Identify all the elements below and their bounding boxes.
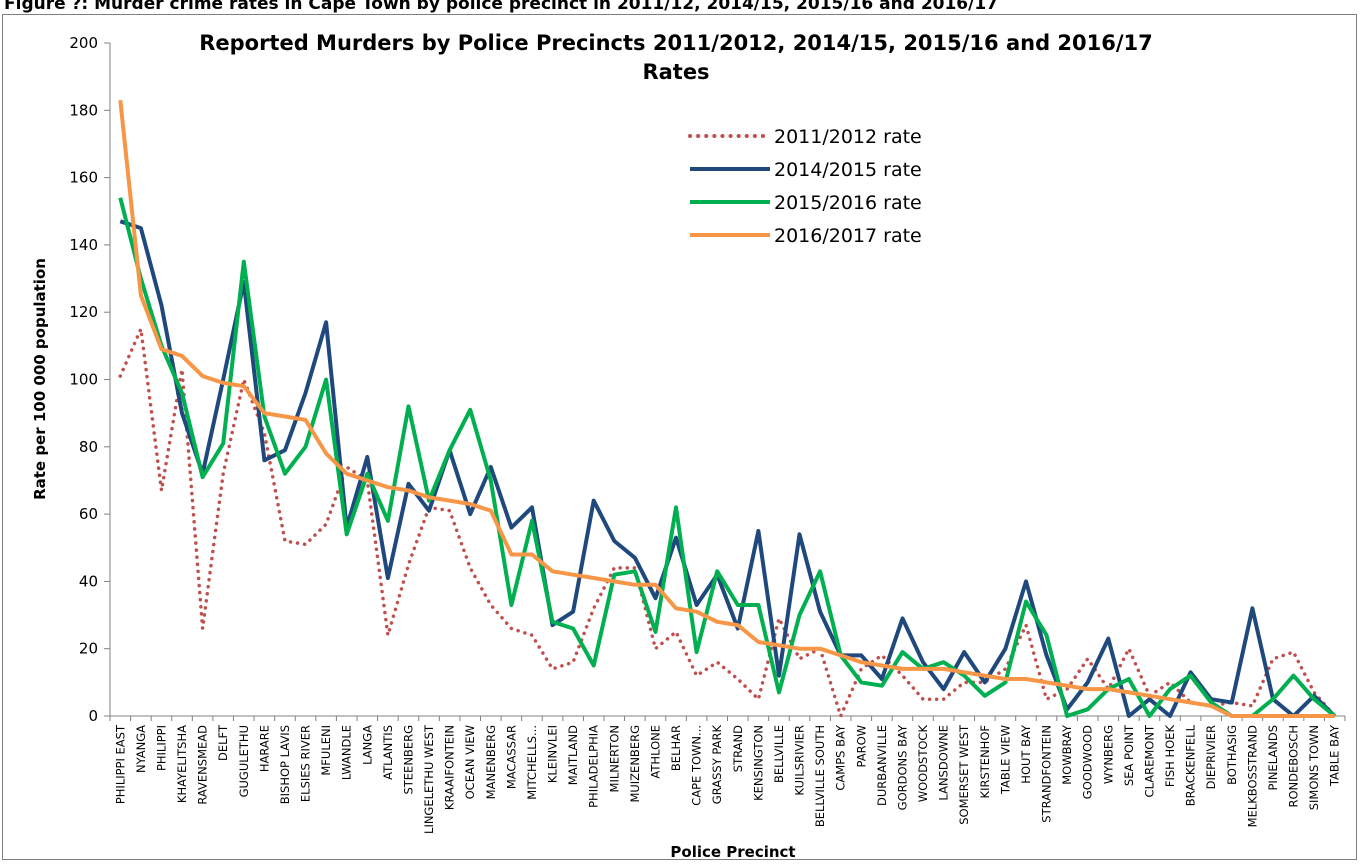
x-tick-label: TABLE BAY bbox=[1328, 724, 1342, 787]
x-tick-label: RONDEBOSCH bbox=[1287, 725, 1301, 807]
x-tick-label: BRACKENFELL bbox=[1184, 724, 1198, 806]
y-tick-label: 180 bbox=[69, 101, 98, 119]
x-tick-label: BISHOP LAVIS bbox=[278, 725, 292, 804]
x-tick-label: PHILIPPI EAST bbox=[113, 724, 127, 804]
x-tick-label: KUILSRIVIER bbox=[793, 725, 807, 796]
y-tick-label: 140 bbox=[69, 236, 98, 254]
x-tick-label: HOUT BAY bbox=[1019, 724, 1033, 784]
x-tick-label: DIEPRIVIER bbox=[1204, 725, 1218, 789]
x-tick-label: GOODWOOD bbox=[1081, 725, 1095, 799]
x-axis-label: Police Precinct bbox=[670, 843, 795, 861]
x-tick-label: MAITLAND bbox=[566, 725, 580, 785]
x-tick-label: PHILIPPI bbox=[154, 725, 168, 771]
x-tick-label: LWANDLE bbox=[340, 725, 354, 780]
y-tick-label: 40 bbox=[79, 572, 98, 590]
x-tick-label: LINGELETHU WEST bbox=[422, 724, 436, 834]
x-tick-label: CAPE TOWN... bbox=[690, 725, 704, 806]
x-tick-label: ATHLONE bbox=[648, 725, 662, 779]
x-tick-label: MOWBRAY bbox=[1060, 724, 1074, 785]
x-tick-label: GUGULETHU bbox=[237, 725, 251, 797]
legend-label: 2015/2016 rate bbox=[774, 192, 922, 214]
x-tick-label: FISH HOEK bbox=[1163, 725, 1177, 788]
x-tick-label: BELHAR bbox=[669, 725, 683, 771]
chart-subtitle: Rates bbox=[642, 60, 709, 84]
y-tick-label: 60 bbox=[79, 505, 98, 523]
series-line bbox=[118, 327, 1337, 718]
x-tick-label: GORDONS BAY bbox=[895, 724, 909, 810]
legend-label: 2014/2015 rate bbox=[774, 159, 922, 181]
x-tick-label: SIMONS TOWN bbox=[1307, 725, 1321, 810]
x-tick-label: MILNERTON bbox=[607, 725, 621, 792]
x-tick-label: STRAND bbox=[731, 725, 745, 772]
y-tick-label: 80 bbox=[79, 438, 98, 456]
y-tick-label: 0 bbox=[88, 707, 98, 725]
y-tick-label: 160 bbox=[69, 169, 98, 187]
x-tick-label: ELSIES RIVER bbox=[299, 725, 313, 802]
x-tick-label: LANSDOWNE bbox=[937, 725, 951, 801]
axes: 0 20 40 60 80 100 120 140 160 180 200 PHILIPPI EAST… bbox=[69, 34, 1346, 834]
x-tick-label: KRAAIFONTEIN bbox=[443, 725, 457, 810]
x-tick-label: STEENBERG bbox=[401, 725, 415, 795]
x-tick-label: PAROW bbox=[854, 725, 868, 767]
x-tick-label: DELFT bbox=[216, 724, 230, 761]
x-tick-label: MELKBOSSTRAND bbox=[1245, 725, 1259, 827]
y-tick-label: 20 bbox=[79, 640, 98, 658]
plot-area bbox=[118, 99, 1337, 718]
y-tick-label: 120 bbox=[69, 303, 98, 321]
chart-title: Reported Murders by Police Precincts 201… bbox=[199, 31, 1153, 55]
x-tick-label: ATLANTIS bbox=[381, 725, 395, 780]
legend: 2011/2012 rate 2014/2015 rate 2015/2016 ra… bbox=[688, 126, 922, 247]
legend-label: 2011/2012 rate bbox=[774, 126, 922, 148]
x-tick-label: BELLVILLE SOUTH bbox=[813, 725, 827, 827]
series-line bbox=[118, 99, 1335, 718]
x-tick-label: MANENBERG bbox=[484, 725, 498, 799]
y-axis-label: Rate per 100 000 population bbox=[31, 258, 49, 500]
x-tick-label: PINELANDS bbox=[1266, 725, 1280, 791]
x-tick-label: MACASSAR bbox=[504, 725, 518, 789]
series-line bbox=[119, 219, 1337, 718]
figure-caption: Figure ?: Murder crime rates in Cape Tow… bbox=[4, 0, 998, 14]
x-tick-label: WYNBERG bbox=[1101, 725, 1115, 784]
x-tick-label: STRANDFONTEIN bbox=[1040, 725, 1054, 823]
series-line bbox=[118, 197, 1336, 718]
x-tick-label: KIRSTENHOF bbox=[978, 725, 992, 798]
x-tick-label: CAMPS BAY bbox=[834, 724, 848, 791]
chart-frame bbox=[2, 14, 1357, 860]
x-tick-label: PHILADELPHIA bbox=[587, 725, 601, 808]
x-tick-label: RAVENSMEAD bbox=[196, 725, 210, 805]
x-tick-label: TABLE VIEW bbox=[998, 725, 1012, 795]
x-tick-label: HARARE bbox=[257, 725, 271, 772]
y-tick-label: 100 bbox=[69, 371, 98, 389]
x-tick-label: LANGA bbox=[360, 725, 374, 765]
x-tick-label: CLAREMONT bbox=[1142, 724, 1156, 797]
x-tick-label: KHAYELITSHA bbox=[175, 725, 189, 803]
x-tick-label: BELLVILLE bbox=[772, 725, 786, 783]
x-tick-label: OCEAN VIEW bbox=[463, 725, 477, 799]
y-tick-label: 200 bbox=[69, 34, 98, 52]
x-tick-label: MITCHELLS... bbox=[525, 725, 539, 800]
x-tick-label: NYANGA bbox=[134, 725, 148, 773]
x-tick-label: MUIZENBERG bbox=[628, 725, 642, 803]
legend-label: 2016/2017 rate bbox=[774, 225, 922, 247]
x-tick-label: SOMERSET WEST bbox=[957, 724, 971, 825]
x-tick-label: WOODSTOCK bbox=[916, 725, 930, 803]
x-tick-label: DURBANVILLE bbox=[875, 725, 889, 806]
x-tick-label: SEA POINT bbox=[1122, 724, 1136, 786]
x-tick-label: KENSINGTON bbox=[751, 725, 765, 801]
x-tick-label: GRASSY PARK bbox=[710, 725, 724, 805]
x-tick-label: KLEINVLEI bbox=[546, 725, 560, 783]
x-tick-label: MFULENI bbox=[319, 725, 333, 776]
x-tick-label: BOTHASIG bbox=[1225, 725, 1239, 785]
